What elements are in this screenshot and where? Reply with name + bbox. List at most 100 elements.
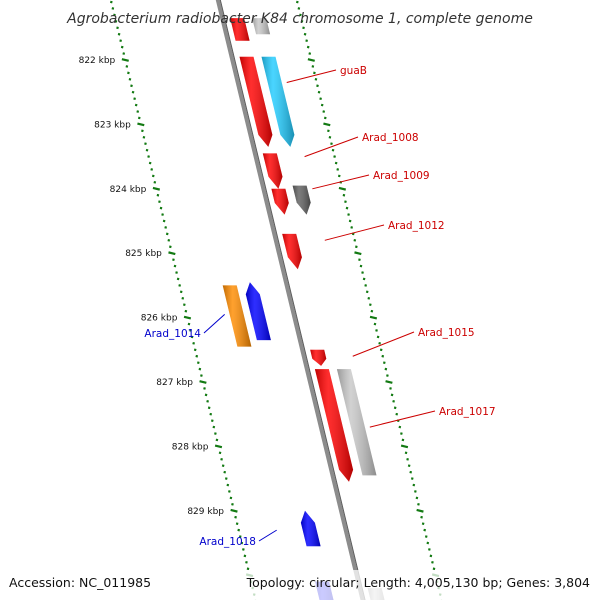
inner-minor-tick bbox=[148, 161, 152, 165]
inner-minor-tick bbox=[134, 103, 138, 107]
outer-minor-tick bbox=[423, 528, 427, 532]
backbone-shadow bbox=[219, 0, 366, 600]
gene-orange-826-shading bbox=[222, 285, 252, 347]
outer-minor-tick bbox=[299, 13, 302, 17]
inner-minor-tick bbox=[221, 464, 225, 468]
outer-minor-tick bbox=[390, 393, 394, 397]
gene-top-partial-red-shading bbox=[230, 18, 250, 41]
outer-minor-tick bbox=[429, 554, 433, 558]
outer-minor-tick bbox=[386, 374, 389, 377]
inner-minor-tick bbox=[237, 528, 241, 532]
gene-red-824-shading bbox=[271, 188, 289, 215]
inner-major-tick bbox=[230, 508, 238, 513]
outer-minor-tick bbox=[359, 264, 363, 268]
inner-minor-tick bbox=[200, 374, 203, 377]
outer-minor-tick bbox=[313, 71, 316, 75]
gene-label-arad_1012[interactable]: Arad_1012 bbox=[388, 220, 445, 232]
outer-minor-tick bbox=[393, 406, 397, 410]
gene-blue-826-shading bbox=[245, 282, 271, 341]
gene-label-arad_1008[interactable]: Arad_1008 bbox=[362, 132, 419, 144]
outer-minor-tick bbox=[379, 348, 383, 352]
inner-minor-tick bbox=[119, 39, 122, 43]
inner-major-tick bbox=[152, 186, 161, 191]
inner-minor-tick bbox=[226, 483, 230, 487]
outer-minor-tick bbox=[415, 496, 419, 500]
inner-minor-tick bbox=[242, 548, 245, 551]
inner-minor-tick bbox=[158, 200, 161, 204]
outer-minor-tick bbox=[428, 548, 431, 551]
scale-tick-label: 822 kbp bbox=[79, 56, 116, 66]
gene-cyan-822-shading bbox=[261, 56, 295, 147]
inner-minor-tick bbox=[223, 470, 227, 474]
outer-minor-tick bbox=[409, 470, 413, 474]
scale-tick-label: 828 kbp bbox=[172, 442, 209, 452]
inner-minor-tick bbox=[130, 84, 133, 88]
gene-label-arad_1015[interactable]: Arad_1015 bbox=[418, 327, 475, 339]
outer-minor-tick bbox=[297, 7, 301, 10]
inner-tick-ring bbox=[109, 0, 258, 600]
inner-major-tick bbox=[214, 444, 223, 449]
label-leader-line bbox=[203, 314, 225, 334]
gene-labels: guaB Arad_1008 Arad_1009 Arad_1012 Arad_1015… bbox=[144, 65, 495, 548]
inner-major-tick bbox=[199, 380, 207, 384]
outer-minor-tick bbox=[311, 65, 315, 68]
gene-grey-828-shading bbox=[336, 369, 377, 476]
outer-minor-tick bbox=[317, 90, 321, 94]
outer-major-tick bbox=[400, 444, 409, 449]
label-leader-line bbox=[369, 410, 436, 428]
outer-minor-tick bbox=[322, 110, 326, 113]
outer-minor-tick bbox=[431, 560, 434, 564]
outer-minor-tick bbox=[375, 329, 378, 332]
inner-minor-tick bbox=[206, 399, 209, 403]
outer-minor-tick bbox=[361, 271, 364, 274]
inner-minor-tick bbox=[238, 535, 242, 538]
outer-minor-tick bbox=[308, 52, 312, 55]
inner-minor-tick bbox=[165, 232, 169, 236]
inner-minor-tick bbox=[214, 432, 217, 435]
inner-minor-tick bbox=[245, 560, 248, 564]
outer-minor-tick bbox=[412, 483, 416, 487]
topology-text: Topology: circular; Length: 4,005,130 bp… bbox=[246, 575, 590, 590]
gene-label-arad_1018[interactable]: Arad_1018 bbox=[199, 536, 256, 548]
outer-minor-tick bbox=[414, 490, 417, 493]
inner-minor-tick bbox=[246, 567, 250, 571]
outer-minor-tick bbox=[400, 432, 403, 435]
gene-label-arad_1014[interactable]: Arad_1014 bbox=[144, 328, 201, 340]
outer-minor-tick bbox=[330, 142, 333, 146]
scale-tick-label: 824 kbp bbox=[110, 185, 147, 195]
inner-minor-tick bbox=[195, 354, 199, 358]
outer-minor-tick bbox=[302, 26, 305, 30]
inner-minor-tick bbox=[190, 335, 194, 339]
outer-minor-tick bbox=[406, 457, 409, 461]
inner-minor-tick bbox=[161, 213, 164, 216]
inner-minor-tick bbox=[228, 490, 231, 493]
outer-minor-tick bbox=[345, 206, 349, 210]
outer-minor-tick bbox=[382, 361, 386, 365]
outer-minor-tick bbox=[334, 161, 338, 165]
gene-label-guab[interactable]: guaB bbox=[340, 65, 367, 77]
outer-minor-tick bbox=[410, 477, 414, 480]
inner-minor-tick bbox=[114, 20, 118, 23]
inner-minor-tick bbox=[207, 406, 211, 410]
inner-minor-tick bbox=[229, 496, 233, 500]
inner-minor-tick bbox=[189, 329, 192, 332]
outer-minor-tick bbox=[323, 116, 327, 120]
outer-minor-tick bbox=[407, 464, 411, 468]
inner-minor-tick bbox=[169, 245, 172, 249]
inner-minor-tick bbox=[179, 290, 183, 294]
outer-minor-tick bbox=[327, 129, 330, 133]
label-leader-line bbox=[352, 331, 415, 357]
outer-minor-tick bbox=[344, 200, 347, 204]
gene-label-arad_1017[interactable]: Arad_1017 bbox=[439, 406, 496, 418]
gene-red-823-shading bbox=[262, 153, 283, 189]
outer-minor-tick bbox=[395, 412, 399, 416]
outer-minor-tick bbox=[384, 367, 388, 371]
outer-minor-tick bbox=[353, 238, 357, 242]
outer-minor-tick bbox=[368, 303, 372, 307]
inner-minor-tick bbox=[176, 277, 180, 281]
inner-minor-tick bbox=[198, 367, 202, 371]
gene-label-arad_1009[interactable]: Arad_1009 bbox=[373, 170, 430, 182]
inner-minor-tick bbox=[131, 90, 135, 94]
inner-major-tick bbox=[168, 251, 176, 256]
outer-minor-tick bbox=[337, 174, 341, 178]
